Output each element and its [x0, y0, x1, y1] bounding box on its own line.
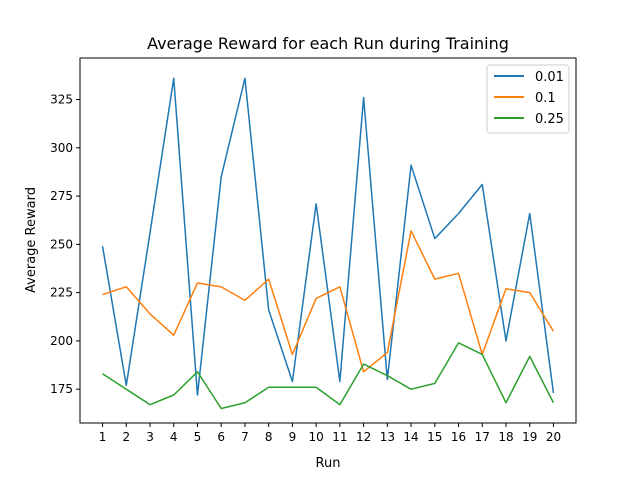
y-tick-label: 200 — [50, 334, 73, 348]
x-tick-label: 9 — [289, 430, 297, 444]
legend-label-0.01: 0.01 — [535, 70, 564, 85]
legend-label-0.1: 0.1 — [535, 91, 556, 106]
x-tick-label: 12 — [356, 430, 371, 444]
y-tick-label: 250 — [50, 237, 73, 251]
x-tick-label: 19 — [522, 430, 537, 444]
legend-label-0.25: 0.25 — [535, 112, 564, 127]
x-tick-label: 1 — [99, 430, 107, 444]
x-tick-label: 10 — [308, 430, 323, 444]
y-tick-label: 275 — [50, 189, 73, 203]
y-tick-label: 325 — [50, 93, 73, 107]
y-axis-label: Average Reward — [24, 187, 39, 293]
series-line-0.25 — [102, 342, 555, 410]
legend-box — [486, 64, 570, 134]
legend: 0.01 0.1 0.25 — [486, 64, 570, 134]
x-axis-ticks: 1 2 3 4 5 6 7 8 9 10 11 12 13 14 15 16 17 18 19 20 — [99, 423, 561, 444]
x-tick-label: 17 — [475, 430, 490, 444]
x-tick-label: 2 — [122, 430, 130, 444]
series-line-0.1 — [102, 230, 555, 373]
x-tick-label: 13 — [380, 430, 395, 444]
x-tick-label: 3 — [146, 430, 154, 444]
x-axis-label: Run — [316, 456, 341, 471]
y-tick-label: 175 — [50, 382, 73, 396]
x-tick-label: 11 — [332, 430, 347, 444]
x-tick-label: 7 — [241, 430, 249, 444]
x-tick-label: 16 — [451, 430, 466, 444]
y-tick-label: 300 — [50, 141, 73, 155]
x-tick-label: 6 — [217, 430, 225, 444]
y-tick-label: 225 — [50, 286, 73, 300]
x-tick-label: 5 — [194, 430, 202, 444]
x-tick-label: 8 — [265, 430, 273, 444]
plot-frame — [79, 57, 577, 424]
x-tick-label: 20 — [546, 430, 561, 444]
x-tick-label: 18 — [498, 430, 513, 444]
x-tick-label: 14 — [403, 430, 418, 444]
x-tick-label: 15 — [427, 430, 442, 444]
x-tick-label: 4 — [170, 430, 178, 444]
chart-title: Average Reward for each Run during Train… — [147, 34, 509, 53]
series-lines — [101, 77, 555, 410]
y-axis-ticks: 175 200 225 250 275 300 325 — [50, 93, 80, 396]
